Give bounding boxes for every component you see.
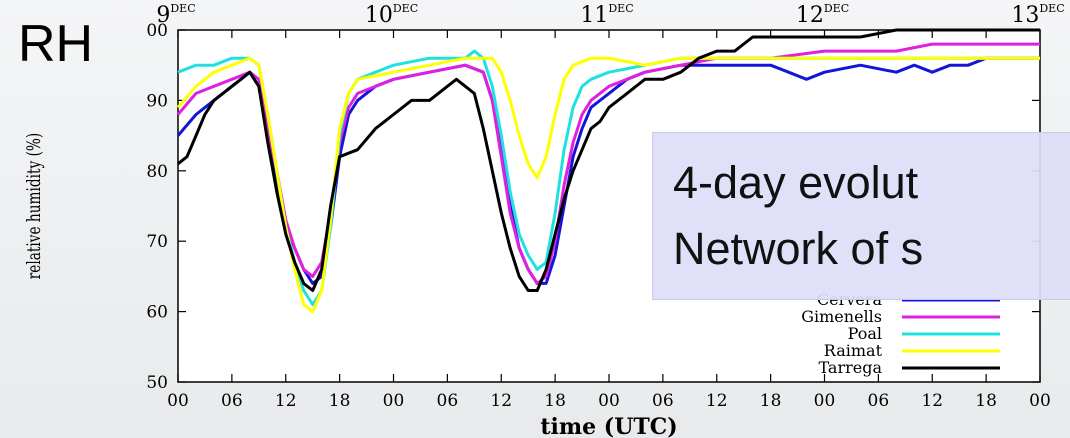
y-tick-label: 70 xyxy=(146,232,168,252)
day-label: 10DEC xyxy=(365,2,418,28)
overlay-line-2: Network of s xyxy=(673,223,923,275)
x-tick-label: 06 xyxy=(221,391,243,411)
y-tick-label: 60 xyxy=(146,303,168,323)
x-tick-label: 12 xyxy=(275,391,297,411)
x-tick-label: 00 xyxy=(383,391,405,411)
y-axis-label: relative humidity (%) xyxy=(23,133,45,279)
x-tick-label: 12 xyxy=(706,391,728,411)
day-label: 9DEC xyxy=(156,2,195,28)
title-overlay-box: 4-day evolut Network of s xyxy=(652,132,1070,300)
x-tick-label: 12 xyxy=(490,391,512,411)
rh-heading: RH xyxy=(18,18,93,70)
day-label: 12DEC xyxy=(796,2,849,28)
x-tick-label: 06 xyxy=(652,391,674,411)
x-tick-label: 06 xyxy=(868,391,890,411)
x-tick-label: 18 xyxy=(544,391,566,411)
y-tick-label: 50 xyxy=(146,373,168,393)
x-tick-label: 00 xyxy=(814,391,836,411)
x-axis-label: time (UTC) xyxy=(540,414,677,438)
day-label: 11DEC xyxy=(580,2,633,28)
x-tick-label: 06 xyxy=(437,391,459,411)
x-tick-label: 00 xyxy=(1029,391,1051,411)
x-tick-label: 18 xyxy=(975,391,997,411)
x-tick-label: 00 xyxy=(598,391,620,411)
x-tick-label: 12 xyxy=(921,391,943,411)
x-tick-label: 18 xyxy=(329,391,351,411)
x-tick-label: 00 xyxy=(167,391,189,411)
x-tick-label: 18 xyxy=(760,391,782,411)
y-tick-label: 90 xyxy=(146,91,168,111)
day-label: 13DEC xyxy=(1011,2,1064,28)
y-tick-label: 80 xyxy=(146,162,168,182)
legend-label-tarrega: Tarrega xyxy=(818,358,882,377)
overlay-line-1: 4-day evolut xyxy=(673,157,918,209)
